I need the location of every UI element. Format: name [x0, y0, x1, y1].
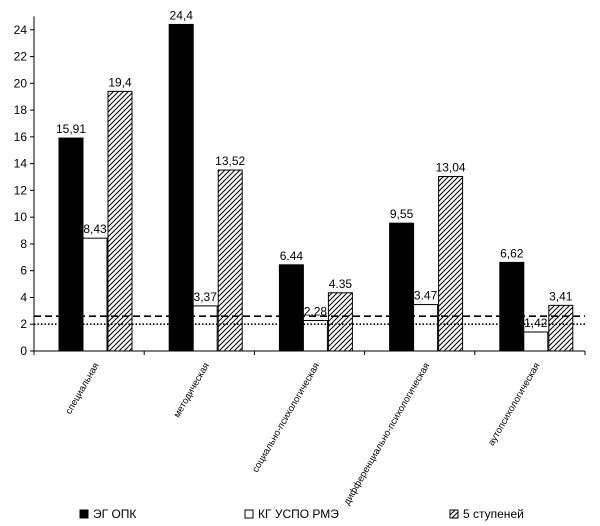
data-label: 3,41	[549, 289, 573, 303]
y-tick-label: 20	[14, 76, 28, 90]
bar-series-2-cat-2	[327, 292, 353, 352]
y-tick-label: 2	[20, 317, 27, 331]
bars	[58, 23, 574, 352]
legend-label-eg-opk: ЭГ ОПК	[93, 507, 136, 521]
data-label: 4.35	[329, 277, 353, 291]
data-label: 1,42	[524, 316, 548, 330]
data-label: 13,52	[215, 154, 245, 168]
data-labels: 15,91 24,4 6.44 9,55 6,62 8,43 3,37 2,28 3.47 1,4…	[56, 8, 573, 330]
category-label: социально-психологическая	[250, 361, 322, 475]
data-label: 8,43	[83, 222, 107, 236]
legend-swatch-5-stupeney	[449, 509, 459, 519]
bar-series-0-cat-4	[499, 261, 525, 352]
legend-label-kg-uspo: КГ УСПО РМЭ	[258, 507, 339, 521]
data-label: 19,4	[108, 75, 132, 89]
data-label: 3.47	[414, 289, 438, 303]
bar-series-0-cat-1	[168, 23, 194, 352]
bar-series-2-cat-4	[548, 304, 574, 352]
bar-series-1-cat-0	[82, 237, 108, 352]
category-label: аутопсихологическая	[486, 361, 542, 448]
bar-series-2-cat-3	[438, 175, 464, 352]
bar-series-2-cat-1	[217, 169, 243, 352]
data-label: 6.44	[280, 249, 304, 263]
bar-series-1-cat-1	[192, 305, 218, 352]
data-label: 24,4	[170, 8, 194, 22]
data-label: 2,28	[304, 304, 328, 318]
y-tick-label: 6	[20, 264, 27, 278]
category-label: специальная	[63, 361, 101, 416]
y-tick-label: 4	[20, 290, 27, 304]
y-tick-label: 22	[14, 50, 28, 64]
legend-swatch-kg-uspo	[244, 509, 254, 519]
legend-label-5-stupeney: 5 ступеней	[463, 507, 524, 521]
data-label: 3,37	[194, 290, 218, 304]
bar-series-0-cat-0	[58, 137, 84, 352]
y-tick-label: 24	[14, 23, 28, 37]
bar-series-2-cat-0	[107, 90, 133, 352]
legend-swatch-eg-opk	[79, 509, 89, 519]
bar-series-0-cat-2	[278, 264, 304, 352]
y-tick-label: 10	[14, 210, 28, 224]
data-label: 13,04	[436, 160, 466, 174]
category-label: методическая	[172, 361, 212, 420]
legend: ЭГ ОПК КГ УСПО РМЭ 5 ступеней	[79, 507, 524, 521]
bar-series-1-cat-2	[302, 319, 328, 352]
y-tick-label: 14	[14, 157, 28, 171]
bar-series-1-cat-4	[523, 331, 549, 352]
data-label: 6,62	[500, 246, 524, 260]
reference-lines	[34, 315, 585, 326]
category-label: дифференциально-психологическая	[342, 361, 433, 507]
category-labels: специальная методическая социально-психоло…	[63, 361, 542, 507]
y-tick-label: 0	[20, 344, 27, 358]
data-label: 9,55	[390, 207, 414, 221]
y-tick-label: 8	[20, 237, 27, 251]
y-tick-label: 16	[14, 130, 28, 144]
y-tick-label: 12	[14, 183, 28, 197]
data-label: 15,91	[56, 122, 86, 136]
y-tick-label: 18	[14, 103, 28, 117]
bar-series-1-cat-3	[413, 304, 439, 352]
bar-series-0-cat-3	[389, 222, 415, 352]
